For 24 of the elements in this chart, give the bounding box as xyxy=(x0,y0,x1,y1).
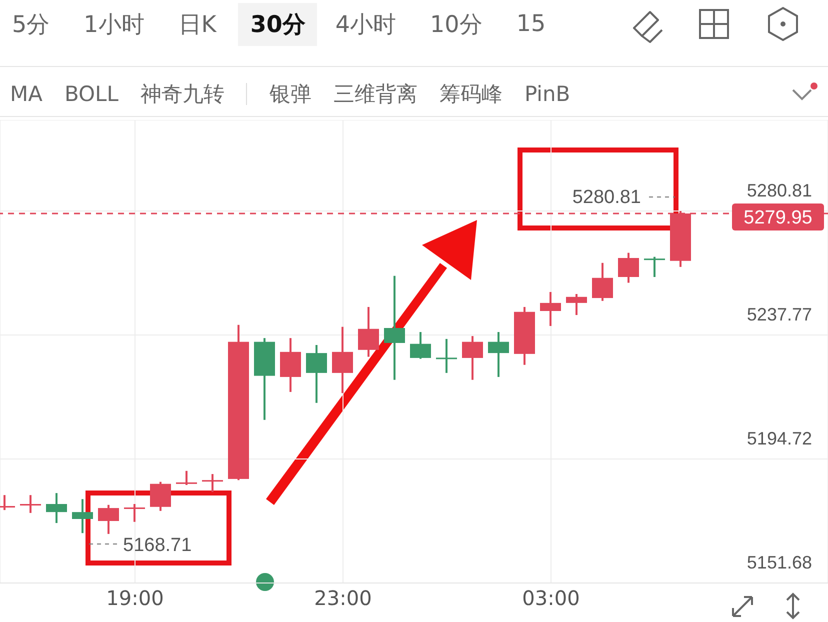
text: 1小时 xyxy=(82,10,146,40)
text: PinB xyxy=(524,82,570,106)
text: 三维背离 xyxy=(333,81,418,108)
y-tick-label: 5237.77 xyxy=(746,304,812,324)
annotation: 5168.71 xyxy=(123,534,192,556)
text: 30分 xyxy=(238,2,318,46)
x-tick-label: 03:00 xyxy=(522,586,580,610)
text: 日K xyxy=(177,10,218,40)
annotation: 5280.81 xyxy=(572,187,641,208)
text: 15 xyxy=(515,10,547,39)
ref-line-label: 5279.95 xyxy=(744,207,812,228)
text: 神奇九转 xyxy=(140,81,224,108)
text: MA xyxy=(10,82,42,106)
text: BOLL xyxy=(64,82,118,106)
y-tick-label: 5194.72 xyxy=(746,428,812,448)
text: 筹码峰 xyxy=(439,81,502,108)
x-tick-label: 19:00 xyxy=(106,586,164,610)
text: 4小时 xyxy=(334,10,398,40)
text: 5分 xyxy=(11,10,51,40)
text: 10分 xyxy=(429,10,484,40)
y-tick-label: 5280.81 xyxy=(746,180,812,200)
y-tick-label: 5151.68 xyxy=(746,552,812,572)
x-tick-label: 23:00 xyxy=(314,586,372,610)
text: 银弹 xyxy=(269,81,312,108)
